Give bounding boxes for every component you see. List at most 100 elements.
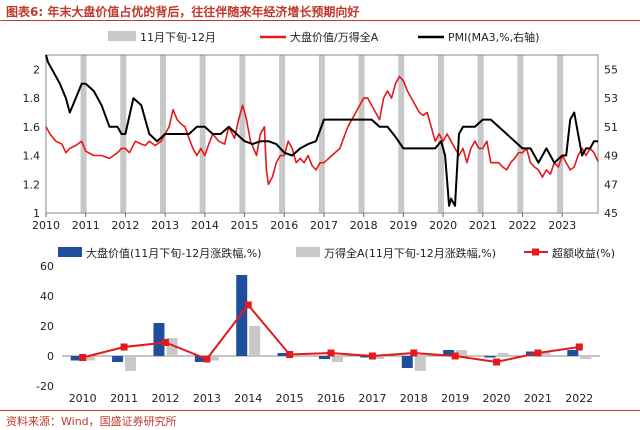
legend-label-excess: 超额收益(%) [552, 246, 615, 260]
excess-point-2010 [79, 354, 87, 361]
x-axis-tick-label: 2017 [310, 219, 338, 232]
bar-value-2022 [567, 350, 579, 356]
bar-value-2010 [70, 356, 82, 361]
excess-point-2021 [534, 349, 542, 357]
excess-point-2015 [286, 351, 294, 358]
x-axis-tick-label: 2021 [469, 219, 497, 232]
band-10 [477, 55, 484, 213]
bar-value-2016 [319, 356, 330, 359]
excess-point-2016 [327, 349, 335, 357]
pmi-series-line [45, 54, 598, 207]
left-axis-tick-label: 1 [33, 207, 40, 220]
bar-y-tick-label: 20 [40, 320, 54, 333]
excess-point-2012 [161, 339, 169, 346]
bar-value-2013 [194, 356, 206, 362]
x-axis-tick-label: 2022 [509, 219, 537, 232]
band-6 [318, 55, 325, 213]
bar-x-tick-label: 2017 [358, 392, 386, 405]
x-axis-tick-label: 2011 [72, 219, 100, 232]
bar-wind-2011 [125, 356, 137, 371]
figure-source: 资料来源：Wind，国盛证券研究所 [6, 415, 177, 428]
left-axis-tick-label: 2 [33, 63, 40, 76]
excess-point-2017 [368, 352, 376, 360]
left-axis-tick-label: 1.8 [23, 92, 41, 105]
x-axis-tick-label: 2020 [429, 219, 457, 232]
bar-x-tick-label: 2021 [524, 392, 552, 405]
bar-wind-2020 [497, 353, 509, 356]
bar-value-2020 [484, 356, 496, 358]
bar-wind-2022 [580, 356, 592, 359]
bar-wind-2021 [538, 351, 550, 356]
left-axis-tick-label: 1.4 [23, 150, 41, 163]
left-axis-tick-label: 1.6 [23, 121, 41, 134]
bar-x-tick-label: 2019 [441, 392, 469, 405]
right-axis-tick-label: 47 [604, 178, 618, 191]
bar-x-tick-label: 2014 [234, 392, 262, 405]
right-axis-tick-label: 55 [604, 63, 618, 76]
band-2 [159, 55, 166, 213]
x-axis-tick-label: 2019 [389, 219, 417, 232]
bar-value-2014 [236, 275, 248, 356]
source-rule [0, 410, 640, 411]
x-axis-tick-label: 2014 [191, 219, 219, 232]
excess-point-2018 [410, 349, 418, 357]
band-3 [199, 55, 206, 213]
top-plot-frame [45, 54, 599, 214]
legend-swatch-excess-marker [532, 248, 539, 256]
legend-label-ratio: 大盘价值/万得全A [290, 30, 379, 44]
bar-wind-2014 [249, 326, 261, 356]
bar-x-tick-label: 2020 [483, 392, 511, 405]
bar-x-tick-label: 2011 [110, 392, 138, 405]
right-axis-tick-label: 51 [604, 121, 618, 134]
bar-x-tick-label: 2010 [69, 392, 97, 405]
right-axis-tick-label: 49 [604, 150, 618, 163]
band-8 [398, 55, 405, 213]
bar-y-tick-label: 40 [40, 290, 54, 303]
bar-wind-2017 [373, 356, 385, 359]
x-axis-tick-label: 2023 [548, 219, 576, 232]
bar-value-2015 [277, 353, 289, 356]
excess-point-2020 [493, 358, 501, 366]
bar-wind-2012 [166, 338, 178, 356]
legend-swatch-value [58, 247, 82, 257]
x-axis-tick-label: 2013 [151, 219, 179, 232]
bar-x-tick-label: 2013 [193, 392, 221, 405]
x-axis-tick-label: 2010 [32, 219, 60, 232]
legend-label-band: 11月下旬-12月 [140, 31, 216, 44]
excess-point-2013 [203, 355, 211, 363]
bar-y-tick-label: -20 [36, 380, 54, 393]
bar-wind-2016 [332, 356, 343, 362]
excess-point-2019 [451, 352, 459, 360]
bar-x-tick-label: 2022 [565, 392, 593, 405]
bar-x-tick-label: 2018 [400, 392, 428, 405]
bar-wind-2013 [207, 356, 219, 361]
band-11 [517, 55, 524, 213]
bar-wind-2019 [456, 350, 468, 356]
x-axis-tick-label: 2018 [350, 219, 378, 232]
bar-wind-2010 [83, 356, 95, 361]
bar-value-2012 [153, 323, 165, 356]
excess-point-2011 [120, 343, 128, 351]
x-axis-tick-label: 2012 [111, 219, 139, 232]
band-5 [279, 55, 286, 213]
legend-label-wind: 万得全A(11月下旬-12月涨跌幅,%) [324, 246, 496, 260]
bar-value-2019 [443, 350, 455, 356]
band-12 [557, 55, 564, 213]
bar-x-tick-label: 2015 [276, 392, 304, 405]
band-4 [239, 55, 246, 213]
bar-y-tick-label: 0 [47, 350, 54, 363]
figure-title: 图表6: 年末大盘价值占优的背后，往往伴随来年经济增长预期向好 [6, 5, 360, 19]
right-axis-tick-label: 53 [604, 92, 618, 105]
legend-label-value: 大盘价值(11月下旬-12月涨跌幅,%) [86, 246, 262, 260]
band-0 [80, 55, 87, 213]
bar-x-tick-label: 2012 [151, 392, 179, 405]
excess-point-2022 [575, 343, 583, 351]
legend-swatch-wind [296, 247, 320, 257]
band-7 [358, 55, 365, 213]
band-9 [437, 55, 444, 213]
bar-value-2018 [401, 356, 413, 368]
bar-value-2017 [360, 356, 372, 358]
title-rule [0, 20, 640, 21]
bar-value-2011 [112, 356, 124, 362]
